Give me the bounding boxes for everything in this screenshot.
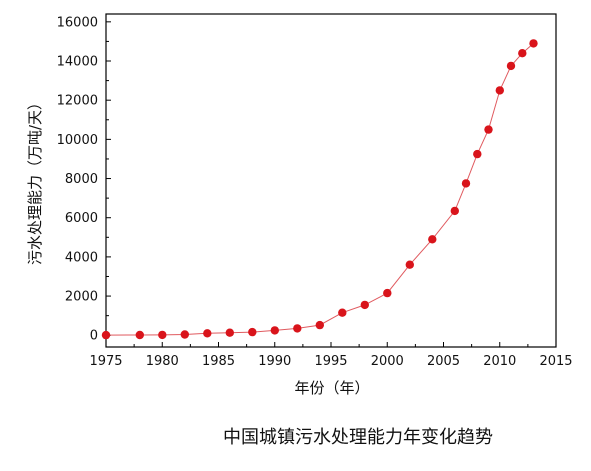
x-tick-label: 2015 — [539, 354, 572, 369]
x-tick-label: 2010 — [483, 354, 516, 369]
y-tick-label: 2000 — [65, 290, 98, 305]
x-axis-label: 年份（年） — [294, 379, 369, 397]
data-point — [484, 125, 493, 134]
y-tick-label: 12000 — [57, 94, 98, 109]
y-tick-label: 14000 — [57, 55, 98, 70]
data-point — [293, 324, 302, 333]
y-tick-label: 4000 — [65, 250, 98, 265]
data-point — [180, 330, 189, 339]
x-tick-label: 2000 — [371, 354, 404, 369]
x-tick-label: 1975 — [89, 354, 122, 369]
data-point — [270, 326, 279, 335]
x-tick-label: 1980 — [146, 354, 179, 369]
x-tick-label: 2005 — [427, 354, 460, 369]
data-point — [383, 288, 392, 298]
chart-axes — [105, 13, 557, 348]
y-tick-label: 6000 — [65, 211, 98, 226]
y-tick-labels: 0 2000 4000 6000 8000 10000 12000 14000 16000 — [57, 15, 98, 343]
data-point — [135, 330, 144, 340]
data-point — [203, 329, 212, 338]
x-tick-labels: 1975 1980 1985 1990 1995 2000 2005 2010 2015 — [89, 354, 572, 369]
x-tick-label: 1995 — [314, 354, 347, 369]
y-axis-label: 污水处理能力（万吨/天） — [26, 95, 44, 265]
y-tick-label: 0 — [90, 329, 98, 344]
data-point — [315, 320, 324, 330]
data-point — [338, 308, 347, 317]
data-point — [450, 206, 459, 216]
data-point — [225, 328, 234, 337]
chart-title: 中国城镇污水处理能力年变化趋势 — [223, 427, 493, 448]
data-point — [473, 149, 482, 159]
y-tick-label: 8000 — [65, 172, 98, 187]
data-point — [529, 39, 538, 48]
data-point — [101, 330, 111, 340]
data-point — [506, 61, 516, 71]
data-point — [518, 49, 527, 58]
data-point — [360, 300, 369, 310]
series-points — [101, 39, 538, 340]
data-point — [158, 330, 167, 340]
y-tick-label: 10000 — [57, 133, 98, 148]
data-point — [495, 86, 504, 95]
x-tick-label: 1990 — [258, 354, 291, 369]
data-point — [405, 260, 414, 269]
x-tick-label: 1985 — [202, 354, 235, 369]
plot-frame — [105, 13, 557, 348]
series-line — [105, 43, 534, 336]
data-point — [461, 179, 471, 188]
data-point — [248, 327, 257, 337]
data-point — [428, 235, 437, 244]
y-tick-label: 16000 — [57, 15, 98, 30]
